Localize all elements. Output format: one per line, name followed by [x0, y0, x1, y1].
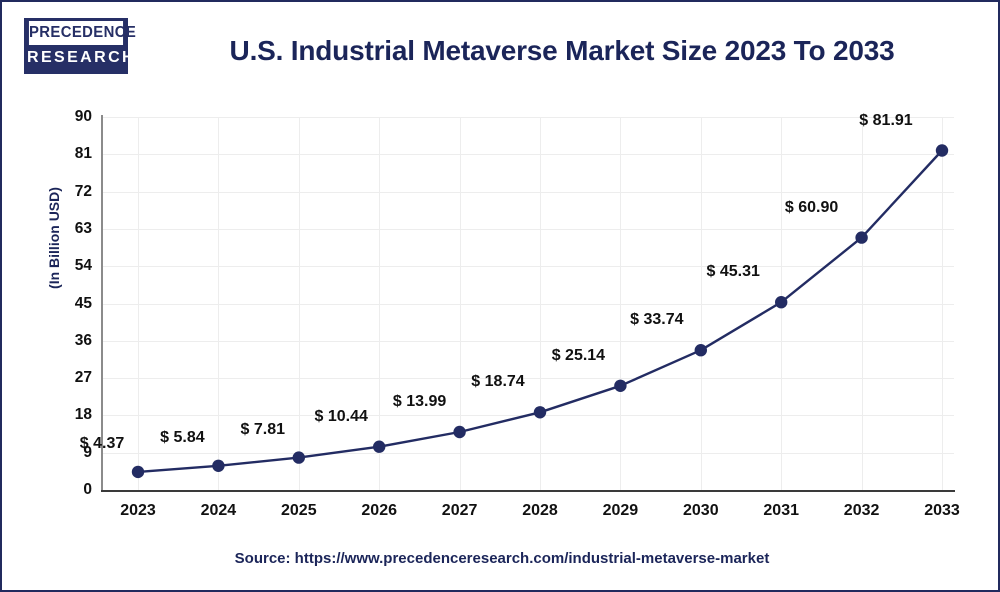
x-tick-label: 2032	[843, 502, 880, 519]
gridline-vertical	[379, 117, 381, 490]
data-point-label: $ 10.44	[314, 407, 368, 425]
gridline-horizontal	[102, 340, 954, 342]
x-tick-label: 2025	[281, 502, 317, 519]
y-tick-label: 9	[83, 443, 92, 461]
gridline-vertical	[700, 117, 702, 490]
data-point-label: $ 5.84	[160, 428, 205, 446]
plot-area	[102, 117, 954, 490]
data-point-label: $ 18.74	[471, 373, 525, 391]
y-tick-label: 45	[74, 294, 92, 312]
data-point-label: $ 4.37	[79, 434, 125, 452]
gridline-vertical	[781, 117, 783, 490]
gridline-vertical	[298, 117, 300, 490]
x-tick-label: 2028	[522, 502, 558, 519]
gridline-horizontal	[102, 415, 954, 417]
x-tick-label: 2029	[602, 502, 639, 519]
y-tick-label: 27	[74, 369, 92, 387]
data-point-label: $ 13.99	[392, 393, 447, 411]
data-point-label: $ 33.74	[630, 311, 684, 329]
gridline-vertical	[218, 117, 220, 490]
y-tick-label: 63	[74, 219, 92, 237]
gridline-vertical	[942, 117, 943, 490]
x-tick-label: 2026	[361, 502, 397, 519]
x-tick-label: 2033	[924, 502, 960, 519]
source-caption: Source: https://www.precedenceresearch.c…	[234, 550, 770, 567]
x-tick-label: 2027	[441, 502, 478, 519]
x-tick-label: 2024	[200, 502, 237, 519]
gridline-horizontal	[102, 228, 954, 230]
data-point-label: $ 45.31	[706, 263, 760, 281]
y-axis-tick-labels: 0 9 18 27 36 45 54 63 72 81 90	[22, 2, 92, 590]
data-point-label: $ 25.14	[551, 346, 606, 364]
y-tick-label: 54	[74, 257, 92, 275]
gridline-horizontal	[102, 191, 954, 193]
gridline-vertical	[138, 117, 139, 490]
gridline-horizontal	[102, 303, 954, 305]
x-tick-label: 2023	[120, 502, 156, 519]
gridline-horizontal	[102, 154, 954, 156]
gridline-horizontal	[102, 452, 954, 454]
logo-top-text: PRECEDENCE	[28, 21, 136, 45]
precedence-research-logo: PRECEDENCE RESEARCH	[24, 18, 136, 74]
y-tick-label: 0	[83, 481, 92, 498]
x-tick-label: 2030	[683, 502, 719, 519]
chart-title: U.S. Industrial Metaverse Market Size 20…	[229, 35, 895, 66]
gridline-vertical	[620, 117, 622, 490]
y-tick-label: 90	[74, 108, 92, 125]
data-point-label: $ 81.91	[859, 111, 913, 129]
gridline-vertical	[459, 117, 461, 490]
y-tick-label: 81	[74, 145, 92, 163]
gridline-horizontal	[102, 117, 954, 118]
y-tick-label: 72	[74, 182, 92, 200]
gridline-horizontal	[102, 378, 954, 380]
x-tick-label: 2031	[763, 502, 799, 519]
y-tick-label: 36	[74, 331, 92, 349]
gridline-vertical	[861, 117, 863, 490]
data-point-label: $ 60.90	[784, 198, 839, 216]
logo-bottom-text: RESEARCH	[27, 46, 134, 71]
y-axis-line	[101, 115, 103, 492]
x-axis-line	[101, 490, 955, 492]
y-tick-label: 18	[74, 406, 92, 424]
data-point-label: $ 7.81	[240, 420, 286, 438]
gridline-horizontal	[102, 266, 954, 268]
gridline-vertical	[540, 117, 541, 490]
